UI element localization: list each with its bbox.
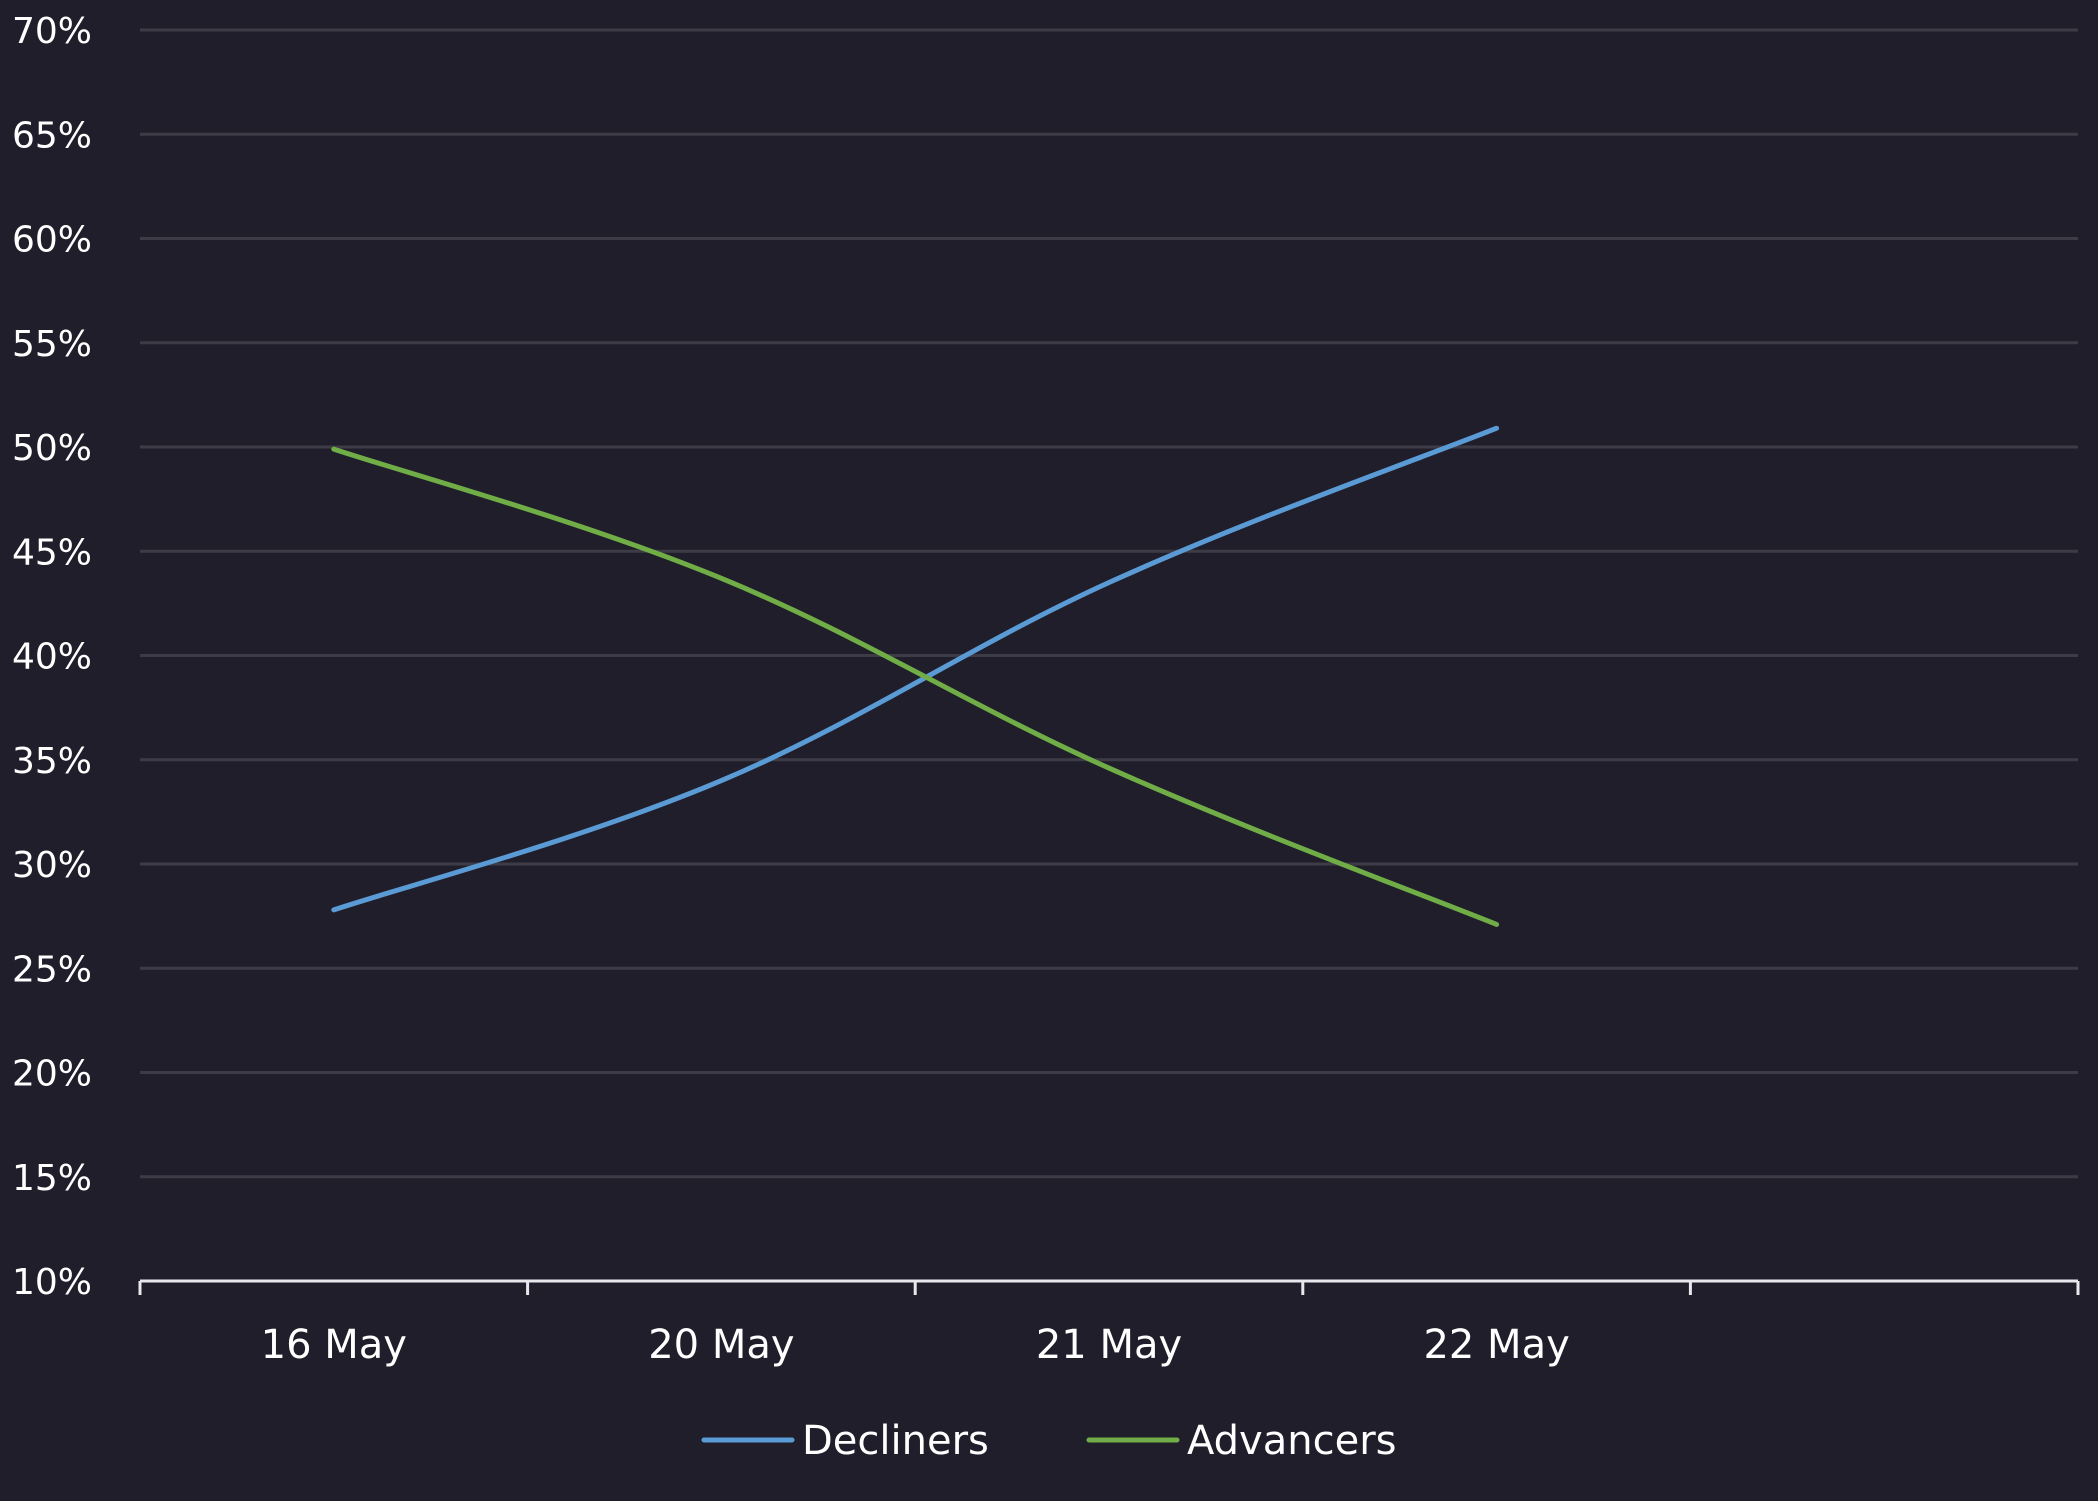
x-tick-label-2: 21 May [1036, 1322, 1182, 1368]
x-tick-label-0: 16 May [261, 1322, 407, 1368]
y-tick-label-40: 40% [12, 637, 92, 678]
y-tick-label-55: 55% [12, 324, 92, 365]
y-tick-label-65: 65% [12, 115, 92, 156]
y-tick-label-45: 45% [12, 532, 92, 573]
y-tick-label-25: 25% [12, 949, 92, 990]
y-tick-label-15: 15% [12, 1158, 92, 1199]
y-tick-label-30: 30% [12, 845, 92, 886]
series-line-advancers [331, 446, 1500, 927]
y-tick-label-70: 70% [12, 11, 92, 52]
y-tick-label-35: 35% [12, 741, 92, 782]
series-lines [331, 425, 1500, 927]
series-line-decliners [331, 425, 1500, 913]
legend-label-decliners: Decliners [802, 1418, 989, 1464]
legend-label-advancers: Advancers [1187, 1418, 1396, 1464]
x-tick-label-3: 22 May [1423, 1322, 1569, 1368]
y-tick-label-10: 10% [12, 1262, 92, 1303]
y-tick-label-20: 20% [12, 1054, 92, 1095]
y-tick-label-60: 60% [12, 220, 92, 261]
legend: Decliners Advancers [701, 1418, 1396, 1464]
y-tick-label-50: 50% [12, 428, 92, 469]
x-axis: 16 May 20 May 21 May 22 May [138, 1279, 2080, 1368]
x-tick-label-1: 20 May [648, 1322, 794, 1368]
gridlines [140, 28, 2078, 1179]
y-axis: 10% 15% 20% 25% 30% 35% 40% 45% 50% 55% 60% 65% 70% [12, 11, 92, 1303]
